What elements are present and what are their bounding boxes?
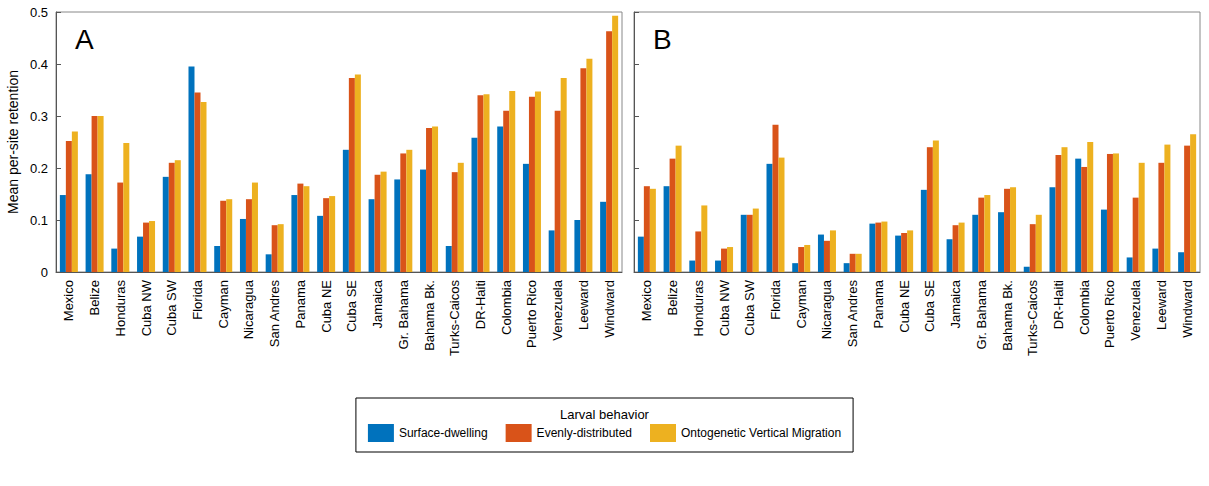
svg-text:Belize: Belize [665,280,680,315]
svg-text:Colombia: Colombia [1077,279,1092,335]
svg-text:Florida: Florida [190,279,205,320]
svg-text:0.4: 0.4 [30,57,48,72]
svg-text:Panama: Panama [293,279,308,328]
svg-text:Honduras: Honduras [691,280,706,337]
svg-text:Puerto Rico: Puerto Rico [524,280,539,348]
svg-text:Surface-dwelling: Surface-dwelling [399,426,488,440]
svg-text:San Andres: San Andres [845,280,860,348]
svg-text:Venezuela: Venezuela [1128,279,1143,340]
svg-text:0.3: 0.3 [30,109,48,124]
svg-text:Bahama Bk.: Bahama Bk. [422,280,437,351]
svg-text:0.5: 0.5 [30,5,48,20]
svg-text:Leeward: Leeward [1154,280,1169,330]
svg-text:Windward: Windward [1180,280,1195,338]
svg-text:0: 0 [41,265,48,280]
svg-text:Colombia: Colombia [499,279,514,335]
svg-text:Gr. Bahama: Gr. Bahama [396,279,411,349]
svg-text:Gr. Bahama: Gr. Bahama [974,279,989,349]
svg-text:0.1: 0.1 [30,213,48,228]
svg-text:Jamaica: Jamaica [370,279,385,328]
svg-text:Cuba SW: Cuba SW [164,279,179,335]
svg-text:Florida: Florida [768,279,783,320]
svg-text:Cuba SE: Cuba SE [344,280,359,332]
svg-text:Larval behavior: Larval behavior [560,407,650,422]
svg-text:Ontogenetic Vertical Migration: Ontogenetic Vertical Migration [681,426,841,440]
svg-text:Nicaragua: Nicaragua [819,279,834,339]
svg-text:A: A [75,24,94,55]
svg-text:Venezuela: Venezuela [550,279,565,340]
svg-text:Mexico: Mexico [639,280,654,321]
svg-text:Nicaragua: Nicaragua [241,279,256,339]
svg-text:Leeward: Leeward [576,280,591,330]
svg-text:Cuba NE: Cuba NE [319,280,334,333]
svg-text:Windward: Windward [602,280,617,338]
svg-text:Honduras: Honduras [113,280,128,337]
svg-text:B: B [653,24,672,55]
svg-text:Turks-Caicos: Turks-Caicos [1025,280,1040,357]
svg-text:Jamaica: Jamaica [948,279,963,328]
svg-text:DR-Haiti: DR-Haiti [473,280,488,329]
svg-text:Cuba NW: Cuba NW [139,279,154,336]
svg-text:Bahama Bk.: Bahama Bk. [1000,280,1015,351]
svg-text:Belize: Belize [87,280,102,315]
svg-text:Cuba SE: Cuba SE [922,280,937,332]
svg-text:Cuba NW: Cuba NW [717,279,732,336]
svg-text:Mexico: Mexico [61,280,76,321]
svg-text:0.2: 0.2 [30,161,48,176]
svg-text:Cayman: Cayman [216,280,231,328]
svg-text:Evenly-distributed: Evenly-distributed [537,426,632,440]
svg-text:Cuba SW: Cuba SW [742,279,757,335]
svg-text:Panama: Panama [871,279,886,328]
svg-text:San Andres: San Andres [267,280,282,348]
svg-text:Turks-Caicos: Turks-Caicos [447,280,462,357]
svg-text:Puerto Rico: Puerto Rico [1102,280,1117,348]
svg-text:Mean per-site retention: Mean per-site retention [5,70,21,214]
svg-text:DR-Haiti: DR-Haiti [1051,280,1066,329]
svg-text:Cuba NE: Cuba NE [897,280,912,333]
svg-text:Cayman: Cayman [794,280,809,328]
